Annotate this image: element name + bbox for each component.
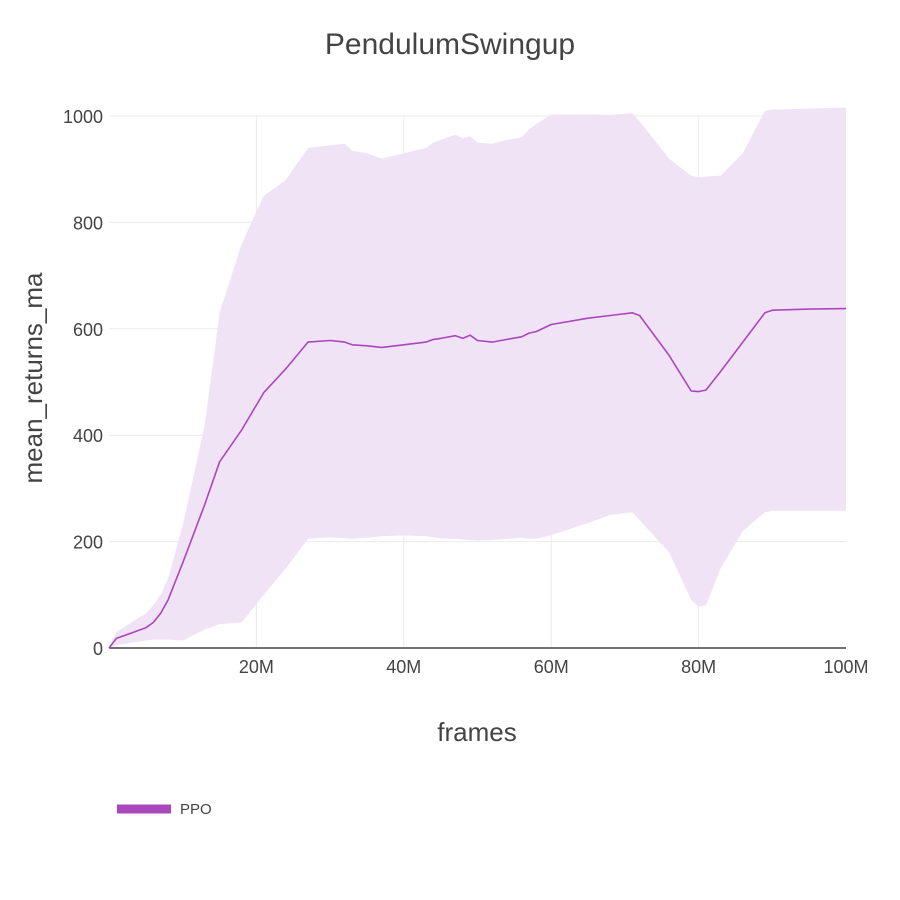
y-axis-title: mean_returns_ma [18,272,48,484]
y-tick-label: 1000 [63,107,103,127]
y-tick-label: 400 [73,426,103,446]
confidence-band-ppo [109,107,846,648]
x-axis-title: frames [437,717,516,747]
x-tick-label: 40M [386,657,421,677]
y-tick-label: 800 [73,213,103,233]
legend-label: PPO [180,801,212,818]
y-tick-label: 200 [73,533,103,553]
x-tick-label: 20M [239,657,274,677]
x-tick-label: 60M [534,657,569,677]
y-tick-label: 0 [93,639,103,659]
x-tick-label: 100M [823,657,868,677]
y-tick-labels: 0 200 400 600 800 1000 [63,107,103,659]
series-lines [108,307,847,649]
x-tick-label: 80M [681,657,716,677]
legend: PPO [117,801,212,818]
confidence-band [109,107,846,648]
series-line-ppo [108,307,847,649]
y-tick-label: 600 [73,320,103,340]
x-tick-labels: 20M 40M 60M 80M 100M [239,657,869,677]
chart-title: PendulumSwingup [325,28,575,61]
